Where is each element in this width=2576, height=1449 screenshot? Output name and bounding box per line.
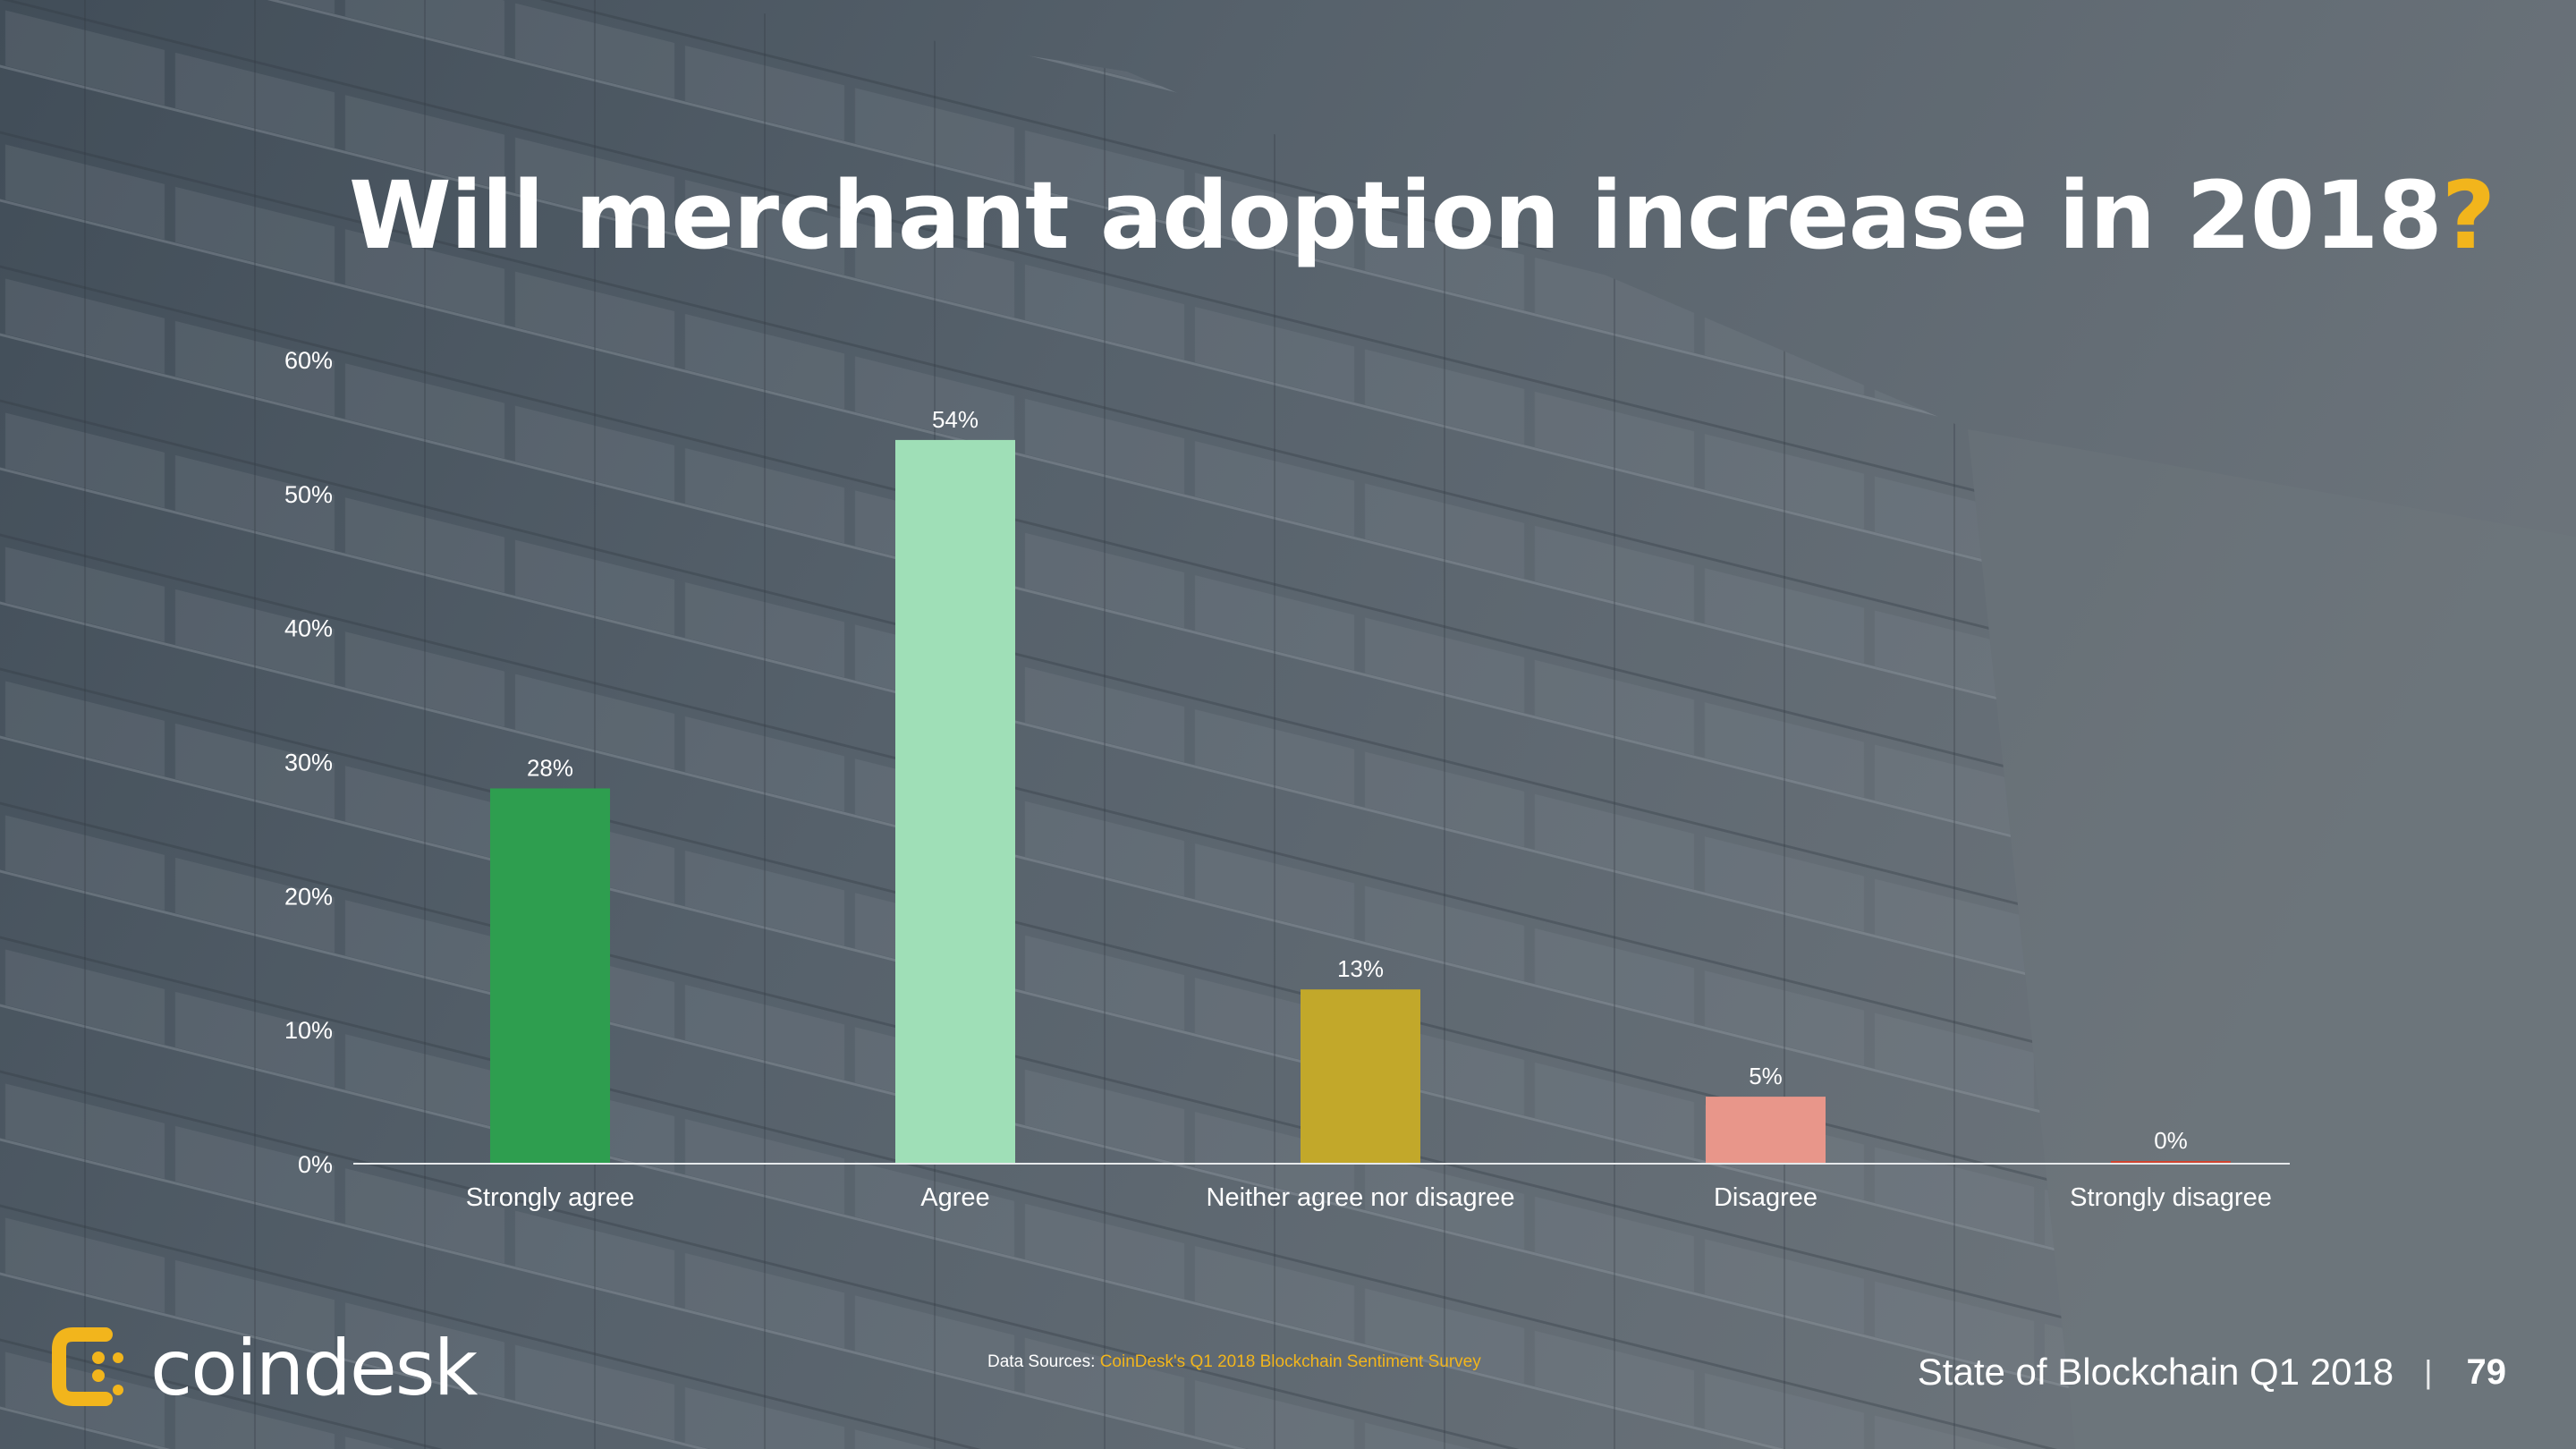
y-tick-label: 60% <box>284 347 333 374</box>
x-category-label: Strongly disagree <box>2070 1183 2272 1212</box>
bar-neither-agree-nor-disagree <box>1301 989 1420 1164</box>
y-axis: 0% 10% 20% 30% 40% 50% 60% <box>284 347 333 1178</box>
slide-title-question-mark: ? <box>2441 161 2496 270</box>
bar-strongly-agree <box>490 788 610 1164</box>
data-sources: Data Sources: CoinDesk's Q1 2018 Blockch… <box>987 1352 1481 1372</box>
y-tick-label: 10% <box>284 1017 333 1044</box>
footer-report-info: State of Blockchain Q1 2018 | 79 <box>1918 1351 2506 1394</box>
x-category-label: Strongly agree <box>466 1183 635 1212</box>
y-tick-label: 0% <box>298 1151 333 1178</box>
x-category-label: Agree <box>920 1183 989 1212</box>
bar-value-label: 5% <box>1749 1063 1783 1089</box>
data-sources-link[interactable]: CoinDesk's Q1 2018 Blockchain Sentiment … <box>1099 1352 1481 1371</box>
bar-value-label: 13% <box>1337 955 1384 982</box>
bar-agree <box>895 439 1015 1164</box>
slide-title-text: Will merchant adoption increase in 2018 <box>349 161 2443 270</box>
bar-strongly-disagree <box>2111 1161 2231 1164</box>
x-category-label: Disagree <box>1714 1183 1818 1212</box>
coindesk-wordmark: coindesk <box>150 1324 478 1413</box>
report-title: State of Blockchain Q1 2018 <box>1917 1351 2394 1393</box>
bar-disagree <box>1706 1097 1826 1164</box>
x-category-label: Neither agree nor disagree <box>1207 1183 1515 1212</box>
page-number: 79 <box>2466 1352 2507 1392</box>
y-tick-label: 40% <box>284 615 333 642</box>
footer-separator: | <box>2424 1353 2433 1390</box>
coindesk-logo-icon <box>52 1327 123 1406</box>
bar-value-label: 0% <box>2154 1127 2188 1154</box>
y-tick-label: 20% <box>284 883 333 910</box>
y-tick-label: 50% <box>284 481 333 508</box>
coindesk-logo[interactable]: coindesk <box>43 1322 508 1420</box>
slide-title: Will merchant adoption increase in 2018? <box>349 161 2496 270</box>
x-axis-labels: Strongly agree Agree Neither agree nor dis… <box>466 1183 2272 1212</box>
bar-value-label: 28% <box>527 754 573 781</box>
bars: 28% 54% 13% 5% 0% <box>490 406 2231 1164</box>
data-sources-label: Data Sources: <box>987 1352 1096 1371</box>
bar-value-label: 54% <box>932 406 979 433</box>
y-tick-label: 30% <box>284 750 333 776</box>
